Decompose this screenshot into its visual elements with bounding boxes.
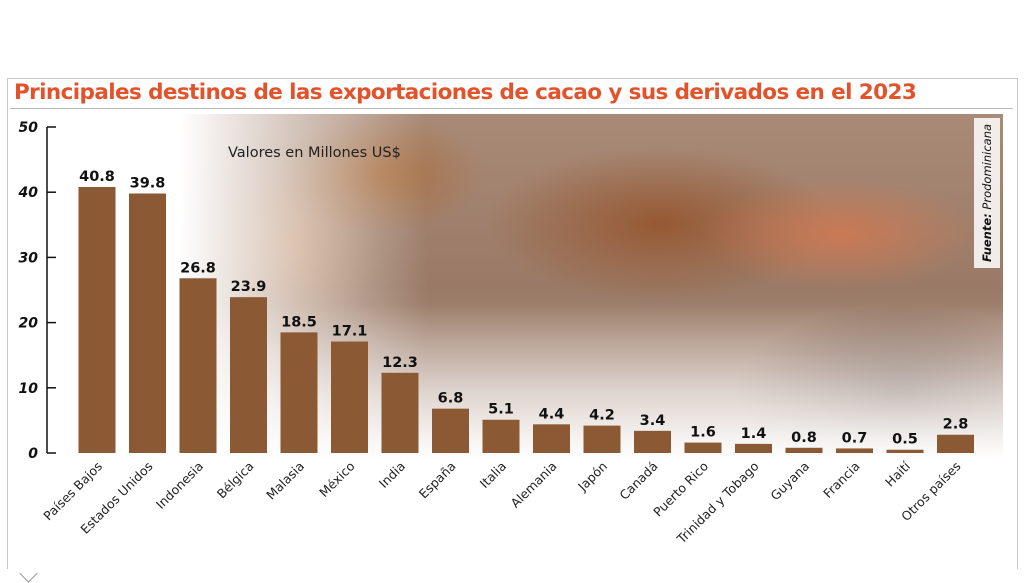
bar-value-label: 26.8 bbox=[180, 260, 216, 276]
bar bbox=[583, 425, 621, 453]
y-tick-label: 10 bbox=[19, 381, 39, 397]
x-category-label: Canadá bbox=[616, 459, 660, 503]
bar bbox=[533, 424, 570, 453]
bar bbox=[280, 332, 318, 453]
bar bbox=[129, 193, 166, 453]
x-category-label: Guyana bbox=[767, 459, 812, 504]
bar-value-label: 1.4 bbox=[741, 426, 767, 442]
bar-value-label: 39.8 bbox=[130, 176, 166, 192]
x-category-label: India bbox=[376, 459, 408, 491]
y-tick-label: 30 bbox=[19, 250, 39, 266]
x-category-label: Indonesia bbox=[153, 459, 206, 512]
bar-value-label: 4.2 bbox=[589, 408, 615, 424]
x-category-label: Japón bbox=[574, 459, 610, 495]
bar bbox=[735, 443, 772, 453]
y-tick-label: 20 bbox=[19, 316, 39, 332]
bar bbox=[432, 408, 469, 453]
bar bbox=[179, 278, 217, 453]
bar-value-label: 3.4 bbox=[640, 413, 666, 429]
bar bbox=[482, 419, 520, 453]
x-category-label: Alemania bbox=[508, 459, 560, 511]
bar-value-label: 23.9 bbox=[231, 279, 267, 295]
y-tick-label: 0 bbox=[28, 446, 38, 462]
bar bbox=[785, 447, 823, 453]
bar-value-label: 0.5 bbox=[892, 432, 918, 448]
bar-value-label: 5.1 bbox=[488, 402, 514, 418]
x-category-label: México bbox=[316, 459, 357, 500]
x-category-label: España bbox=[416, 459, 459, 502]
bar-value-label: 4.4 bbox=[539, 406, 565, 422]
title-divider bbox=[10, 108, 1013, 109]
bar-value-label: 0.7 bbox=[842, 430, 868, 446]
bar-value-label: 6.8 bbox=[438, 391, 464, 407]
bar bbox=[634, 430, 671, 453]
x-category-label: Haití bbox=[882, 458, 913, 489]
bar bbox=[381, 372, 419, 453]
bar-value-label: 12.3 bbox=[382, 355, 418, 371]
chart-title: Principales destinos de las exportacione… bbox=[14, 80, 917, 105]
bar-value-label: 2.8 bbox=[943, 417, 969, 433]
source-note: Fuente: Prodominicana bbox=[974, 118, 1000, 268]
x-category-label: Malasia bbox=[263, 459, 307, 503]
bar bbox=[684, 442, 722, 453]
bar bbox=[836, 448, 873, 453]
bar bbox=[78, 186, 116, 453]
y-tick-label: 40 bbox=[18, 185, 39, 201]
bar-value-label: 0.8 bbox=[791, 430, 817, 446]
bar-value-label: 17.1 bbox=[332, 324, 368, 340]
x-category-label: Italia bbox=[477, 459, 509, 491]
chart-subtitle: Valores en Millones US$ bbox=[228, 145, 401, 161]
chart-frame bbox=[7, 78, 1018, 569]
bar-value-label: 18.5 bbox=[281, 314, 317, 330]
x-category-label: Bélgica bbox=[214, 459, 257, 502]
bar bbox=[937, 434, 974, 453]
bar-value-label: 1.6 bbox=[690, 425, 716, 441]
bar bbox=[331, 341, 368, 453]
bar bbox=[230, 297, 267, 453]
bar-value-label: 40.8 bbox=[79, 169, 115, 185]
x-category-label: Francia bbox=[820, 459, 862, 501]
bar bbox=[886, 449, 924, 453]
y-tick-label: 50 bbox=[19, 120, 39, 136]
